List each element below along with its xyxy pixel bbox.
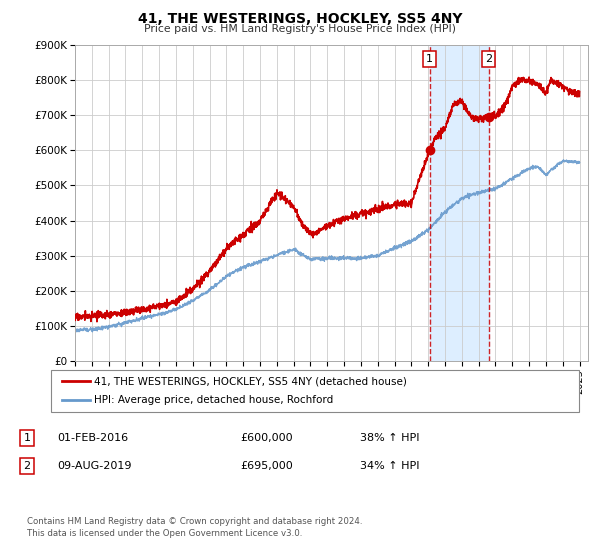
- Text: 1: 1: [426, 54, 433, 64]
- Text: This data is licensed under the Open Government Licence v3.0.: This data is licensed under the Open Gov…: [27, 529, 302, 538]
- Text: £600,000: £600,000: [240, 433, 293, 443]
- Text: 1: 1: [23, 433, 31, 443]
- Text: Price paid vs. HM Land Registry's House Price Index (HPI): Price paid vs. HM Land Registry's House …: [144, 24, 456, 34]
- Text: 01-FEB-2016: 01-FEB-2016: [57, 433, 128, 443]
- Text: 34% ↑ HPI: 34% ↑ HPI: [360, 461, 419, 471]
- Text: HPI: Average price, detached house, Rochford: HPI: Average price, detached house, Roch…: [94, 395, 334, 405]
- Text: £695,000: £695,000: [240, 461, 293, 471]
- Text: 09-AUG-2019: 09-AUG-2019: [57, 461, 131, 471]
- Bar: [430, 45, 489, 361]
- Text: 38% ↑ HPI: 38% ↑ HPI: [360, 433, 419, 443]
- Text: 2: 2: [23, 461, 31, 471]
- Text: 2: 2: [485, 54, 493, 64]
- Text: 41, THE WESTERINGS, HOCKLEY, SS5 4NY (detached house): 41, THE WESTERINGS, HOCKLEY, SS5 4NY (de…: [94, 376, 407, 386]
- Text: Contains HM Land Registry data © Crown copyright and database right 2024.: Contains HM Land Registry data © Crown c…: [27, 517, 362, 526]
- Text: 41, THE WESTERINGS, HOCKLEY, SS5 4NY: 41, THE WESTERINGS, HOCKLEY, SS5 4NY: [138, 12, 462, 26]
